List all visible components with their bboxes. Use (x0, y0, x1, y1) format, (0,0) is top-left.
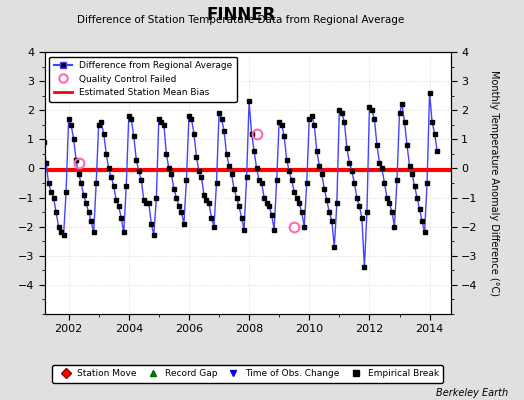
Text: FINNER: FINNER (206, 6, 276, 24)
Text: Berkeley Earth: Berkeley Earth (436, 388, 508, 398)
Y-axis label: Monthly Temperature Anomaly Difference (°C): Monthly Temperature Anomaly Difference (… (489, 70, 499, 296)
Text: Difference of Station Temperature Data from Regional Average: Difference of Station Temperature Data f… (78, 15, 405, 25)
Legend: Station Move, Record Gap, Time of Obs. Change, Empirical Break: Station Move, Record Gap, Time of Obs. C… (52, 365, 443, 383)
